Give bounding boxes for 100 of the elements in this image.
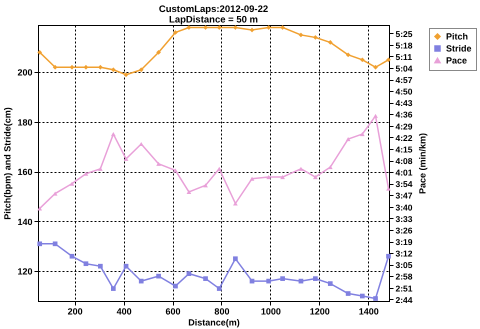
- point: [360, 294, 365, 298]
- point: [98, 64, 103, 70]
- point: [37, 50, 42, 55]
- x-tick-label: 800: [214, 306, 230, 316]
- point: [52, 241, 58, 246]
- chart-title: CustomLaps:2012-09-22: [158, 4, 268, 15]
- point: [203, 276, 208, 281]
- x-tick-label: 1200: [310, 306, 330, 316]
- point: [186, 25, 192, 30]
- x-tick-label: 1000: [260, 306, 281, 316]
- point: [98, 166, 103, 171]
- y-axis-title: Pitch(bpm) and Stride(cm): [2, 107, 12, 220]
- point: [233, 201, 238, 206]
- y2-tick-label: 4:43: [396, 98, 413, 108]
- y2-tick-label: 3:54: [396, 179, 413, 190]
- legend-label: Stride: [446, 44, 472, 54]
- point: [233, 25, 238, 30]
- y2-tick-label: 5:25: [396, 28, 413, 39]
- point: [346, 291, 350, 296]
- point: [360, 57, 365, 62]
- point: [373, 114, 378, 118]
- point: [298, 32, 304, 38]
- y2-tick-label: 3:12: [396, 248, 413, 259]
- y2-tick-label: 5:04: [396, 63, 413, 74]
- y-tick-label: 160: [17, 167, 32, 178]
- y2-axis-title: Pace (min/km): [418, 132, 428, 194]
- point: [373, 64, 378, 70]
- y2-tick-label: 4:50: [396, 86, 413, 97]
- point: [266, 175, 271, 180]
- chart-subtitle: LapDistance = 50 m: [169, 14, 258, 26]
- point: [298, 166, 304, 171]
- point: [298, 278, 304, 284]
- point: [386, 57, 391, 62]
- point: [216, 166, 222, 171]
- y2-tick-label: 3:26: [396, 225, 413, 236]
- point: [250, 278, 254, 284]
- point: [328, 281, 333, 286]
- y-tick-label: 120: [17, 266, 32, 277]
- point: [84, 172, 88, 176]
- point: [124, 156, 128, 161]
- y2-tick-label: 3:47: [396, 190, 413, 201]
- point: [173, 30, 178, 35]
- point: [280, 276, 285, 281]
- x-tick-label: 200: [68, 306, 83, 316]
- y-tick-label: 140: [17, 216, 32, 227]
- legend-label: Pace: [446, 56, 468, 66]
- y2-tick-label: 4:22: [396, 132, 413, 143]
- y2-tick-label: 3:40: [396, 202, 413, 212]
- y2-tick-label: 4:08: [396, 156, 413, 166]
- point: [110, 286, 116, 291]
- y2-tick-label: 3:05: [396, 260, 413, 270]
- point: [313, 35, 318, 40]
- x-axis-title: Distance(m): [188, 318, 240, 328]
- y2-tick-label: 4:01: [396, 168, 413, 178]
- y2-tick-label: 2:44: [396, 294, 413, 305]
- point: [98, 264, 103, 269]
- x-tick-label: 600: [166, 306, 181, 316]
- point: [186, 271, 192, 276]
- point: [110, 132, 116, 136]
- point: [313, 276, 318, 281]
- point: [124, 264, 128, 269]
- point: [70, 254, 74, 259]
- point: [52, 64, 58, 70]
- point: [37, 206, 42, 210]
- y2-tick-label: 4:57: [396, 75, 413, 86]
- y2-tick-label: 5:11: [396, 52, 412, 62]
- point: [386, 254, 391, 259]
- point: [216, 286, 222, 291]
- legend-label: Pitch: [446, 32, 468, 42]
- point: [328, 40, 333, 45]
- point: [203, 25, 208, 30]
- point: [138, 67, 144, 72]
- point: [313, 175, 318, 180]
- point: [37, 241, 42, 246]
- y2-tick-label: 5:18: [396, 40, 413, 50]
- point: [173, 168, 178, 172]
- y2-tick-label: 2:51: [396, 283, 413, 294]
- y2-tick-label: 3:19: [396, 237, 413, 248]
- point: [280, 175, 285, 180]
- point: [84, 261, 88, 266]
- point: [110, 67, 116, 72]
- y2-tick-label: 4:36: [396, 110, 413, 120]
- point: [346, 52, 350, 58]
- y2-tick-label: 3:33: [396, 214, 413, 224]
- point: [373, 296, 378, 301]
- point: [138, 278, 144, 284]
- y-tick-label: 200: [17, 68, 32, 78]
- point: [266, 278, 271, 284]
- point: [280, 25, 285, 30]
- y2-tick-label: 4:15: [396, 144, 413, 154]
- point: [186, 190, 192, 194]
- x-tick-label: 400: [116, 306, 132, 316]
- point: [266, 25, 271, 30]
- y2-tick-label: 4:29: [396, 121, 413, 132]
- point: [233, 256, 238, 262]
- point: [360, 132, 365, 136]
- y2-tick-label: 2:58: [396, 272, 413, 282]
- point: [156, 162, 161, 166]
- point: [173, 284, 178, 288]
- x-tick-label: 1400: [358, 306, 379, 316]
